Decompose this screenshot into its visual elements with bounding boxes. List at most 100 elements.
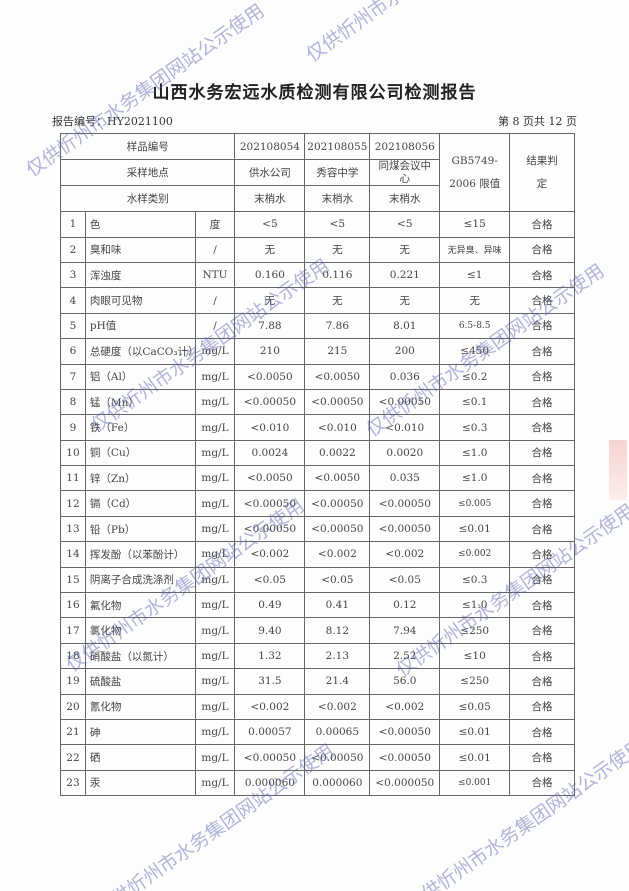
limit: ≤1 bbox=[439, 261, 511, 289]
item-name: 锰（Mn） bbox=[84, 388, 196, 416]
sample-type: 末梢水 bbox=[369, 185, 441, 213]
item-index: 5 bbox=[60, 312, 86, 340]
table-row: 1 色度 <5 <5 <5 ≤15 合格 bbox=[60, 211, 575, 238]
value-3: 8.01 bbox=[369, 312, 441, 340]
unit: mg/L bbox=[194, 769, 236, 797]
item-index: 15 bbox=[60, 566, 86, 594]
value-2: 7.86 bbox=[304, 312, 371, 340]
value-1: 31.5 bbox=[234, 668, 306, 695]
item-name: 镉（Cd） bbox=[84, 490, 196, 517]
table-row: 18 硝酸盐（以氮计） mg/L 1.32 2.13 2.52 ≤10 合格 bbox=[60, 642, 575, 670]
item-index: 9 bbox=[60, 414, 86, 441]
item-name: 肉眼可见物 bbox=[84, 287, 196, 314]
item-name: 氟化物 bbox=[84, 592, 196, 619]
result: 合格 bbox=[509, 465, 575, 492]
result: 合格 bbox=[509, 211, 575, 238]
value-3: <0.002 bbox=[369, 693, 441, 721]
type-label: 水样类别 bbox=[59, 185, 236, 213]
value-3: <0.00050 bbox=[369, 515, 441, 543]
value-3: 无 bbox=[369, 236, 441, 263]
limit: ≤1.0 bbox=[439, 592, 511, 619]
table-row: 14 挥发酚（以苯酚计） mg/L <0.002 <0.002 <0.002 ≤0.002 合… bbox=[60, 541, 575, 568]
table-row: 10 铜（Cu） mg/L 0.0024 0.0022 0.0020 ≤1.0 合格 bbox=[60, 439, 575, 467]
unit: mg/L bbox=[194, 642, 236, 670]
result: 合格 bbox=[509, 617, 575, 644]
unit: mg/L bbox=[194, 668, 236, 695]
result: 合格 bbox=[509, 566, 575, 594]
table-row: 22 硒 mg/L <0.00050 <0.00050 <0.00050 ≤0.01 合格 bbox=[60, 744, 575, 771]
item-name: pH值 bbox=[84, 312, 196, 340]
unit: mg/L bbox=[194, 388, 236, 416]
item-name: 铝（Al） bbox=[84, 363, 196, 390]
sample-no: 202108056 bbox=[369, 133, 441, 160]
item-index: 19 bbox=[60, 668, 86, 695]
value-2: <0.00050 bbox=[304, 490, 371, 517]
value-2: 0.0022 bbox=[304, 439, 371, 467]
value-1: <5 bbox=[234, 211, 306, 238]
sample-no-label: 样品编号 bbox=[59, 133, 236, 160]
value-3: <0.00050 bbox=[369, 490, 441, 517]
value-3: <0.05 bbox=[369, 566, 441, 594]
value-1: 210 bbox=[234, 338, 306, 365]
item-name: 铁（Fe） bbox=[84, 414, 196, 441]
table-row: 4 肉眼可见物 / 无无无无合格 bbox=[60, 287, 575, 314]
result: 合格 bbox=[509, 312, 575, 340]
limit: ≤0.002 bbox=[439, 541, 511, 568]
table-row: 11 锌（Zn） mg/L <0.0050 <0.0050 0.035 ≤1.0 合格 bbox=[60, 465, 575, 492]
value-1: 1.32 bbox=[234, 642, 306, 670]
value-2: 0.116 bbox=[304, 261, 371, 289]
table-row: 17 氯化物 mg/L 9.40 8.12 7.94 ≤250 合格 bbox=[60, 617, 575, 644]
report-number: 报告编号：HY2021100 bbox=[52, 115, 173, 128]
limit-header: GB5749-2006 限值 bbox=[439, 132, 511, 213]
item-name: 硫酸盐 bbox=[84, 668, 196, 695]
result: 合格 bbox=[509, 363, 575, 390]
value-2: <0.010 bbox=[304, 414, 371, 441]
item-name: 砷 bbox=[84, 718, 196, 746]
value-3: 2.52 bbox=[369, 642, 441, 670]
unit: mg/L bbox=[194, 490, 236, 517]
value-2: 0.41 bbox=[304, 592, 371, 619]
result: 合格 bbox=[509, 515, 575, 543]
unit: / bbox=[194, 312, 236, 340]
item-name: 铅（Pb） bbox=[84, 515, 196, 543]
result: 合格 bbox=[509, 642, 575, 670]
item-index: 16 bbox=[60, 592, 86, 619]
value-2: 0.00065 bbox=[304, 718, 371, 746]
table-row: 9 铁（Fe） mg/L <0.010 <0.010 <0.010 ≤0.3 合格 bbox=[60, 414, 575, 441]
value-1: <0.00050 bbox=[234, 388, 306, 416]
value-2: 21.4 bbox=[304, 668, 371, 695]
value-2: <0.002 bbox=[304, 693, 371, 721]
value-2: <0.00050 bbox=[304, 388, 371, 416]
result: 合格 bbox=[509, 388, 575, 416]
item-name: 铜（Cu） bbox=[84, 439, 196, 467]
unit: mg/L bbox=[194, 744, 236, 771]
table-row: 5 pH值/7.88 7.86 8.01 6.5-8.5 合格 bbox=[60, 312, 575, 340]
page-info: 第 8 页共 12 页 bbox=[498, 115, 577, 128]
item-index: 3 bbox=[60, 261, 86, 289]
item-index: 10 bbox=[60, 439, 86, 467]
value-2: <5 bbox=[304, 211, 371, 238]
item-index: 7 bbox=[60, 363, 86, 390]
item-index: 18 bbox=[60, 642, 86, 670]
limit: ≤0.01 bbox=[439, 744, 511, 771]
value-1: 0.0024 bbox=[234, 439, 306, 467]
result: 合格 bbox=[509, 414, 575, 441]
value-2: <0.00050 bbox=[304, 744, 371, 771]
table-row: 2 臭和味 / 无无无无异臭、异味 合格 bbox=[60, 236, 575, 263]
unit: mg/L bbox=[194, 363, 236, 390]
table-row: 13 铅（Pb） mg/L <0.00050 <0.00050 <0.00050 ≤0.01… bbox=[60, 515, 575, 543]
value-2: 无 bbox=[304, 236, 371, 263]
item-name: 硝酸盐（以氮计） bbox=[84, 642, 196, 670]
table-row: 20 氰化物 mg/L <0.002 <0.002 <0.002 ≤0.05 合格 bbox=[60, 693, 575, 721]
value-2: 2.13 bbox=[304, 642, 371, 670]
unit: mg/L bbox=[194, 439, 236, 467]
item-index: 20 bbox=[60, 693, 86, 721]
value-1: 0.160 bbox=[234, 261, 306, 289]
table-row: 23 汞 mg/L 0.000060 0.000060 <0.000050 ≤0.001 合格 bbox=[60, 769, 575, 797]
result: 合格 bbox=[509, 490, 575, 517]
limit: 无 bbox=[439, 287, 511, 314]
value-2: <0.0050 bbox=[304, 363, 371, 390]
limit: ≤0.2 bbox=[439, 363, 511, 390]
sample-site: 秀容中学 bbox=[304, 158, 371, 187]
